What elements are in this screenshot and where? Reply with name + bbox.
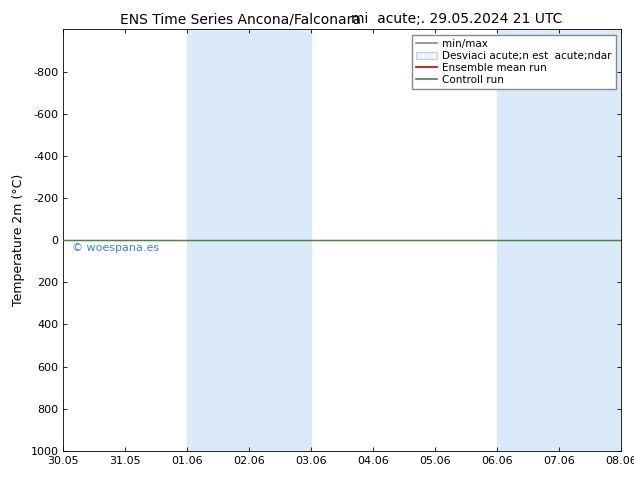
Text: © woespana.es: © woespana.es [72,243,159,253]
Text: ENS Time Series Ancona/Falconara: ENS Time Series Ancona/Falconara [120,12,361,26]
Y-axis label: Temperature 2m (°C): Temperature 2m (°C) [12,174,25,306]
Bar [497,29,621,451]
Legend: min/max, Desviaci acute;n est  acute;ndar, Ensemble mean run, Controll run: min/max, Desviaci acute;n est acute;ndar… [412,35,616,89]
Bar [188,29,311,451]
Text: mi  acute;. 29.05.2024 21 UTC: mi acute;. 29.05.2024 21 UTC [351,12,562,26]
